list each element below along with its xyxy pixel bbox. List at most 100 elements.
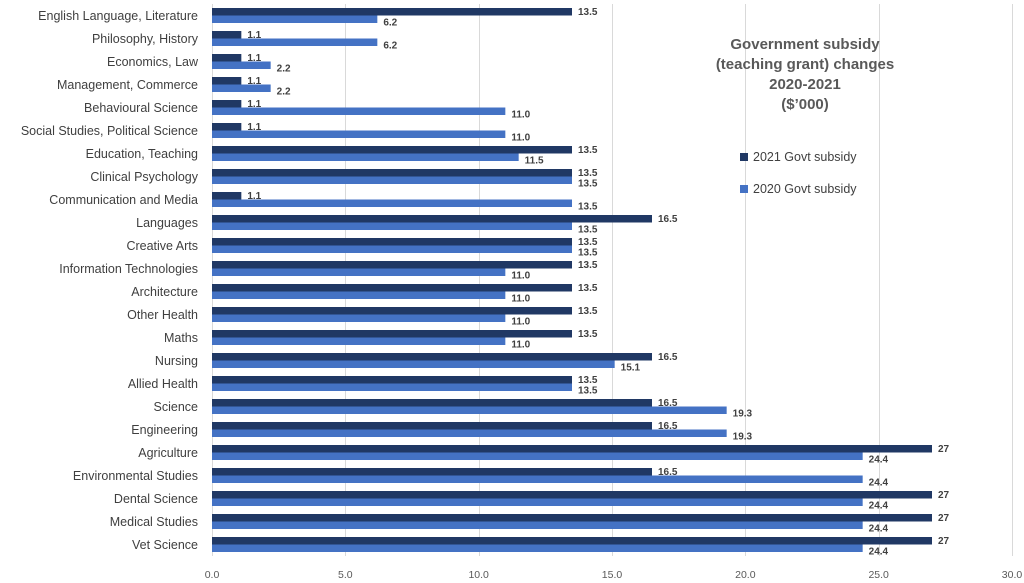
legend-label-2020: 2020 Govt subsidy — [753, 182, 857, 196]
data-label-2021: 16.5 — [658, 214, 678, 225]
chart-title-line: ($’000) — [781, 96, 829, 113]
data-label-2021: 1.1 — [247, 76, 261, 87]
data-label-2021: 16.5 — [658, 398, 678, 409]
bar-2020 — [212, 475, 863, 483]
bar-2020 — [212, 176, 572, 184]
bar-2021 — [212, 77, 242, 85]
data-label-2021: 27 — [938, 490, 950, 501]
chart-title: Government subsidy (teaching grant) chan… — [690, 35, 920, 115]
data-label-2021: 13.5 — [578, 306, 598, 317]
bar-2021 — [212, 376, 572, 384]
data-label-2020: 11.0 — [511, 317, 530, 328]
bar-2021 — [212, 123, 242, 131]
category-label: Vet Science — [132, 538, 198, 552]
bar-2021 — [212, 54, 242, 62]
bar-2020 — [212, 107, 506, 115]
data-label-2020: 15.1 — [621, 363, 641, 374]
legend-swatch-2020 — [740, 185, 748, 193]
bar-2020 — [212, 406, 727, 414]
data-label-2020: 24.4 — [869, 547, 889, 558]
data-label-2021: 13.5 — [578, 283, 598, 294]
data-label-2020: 24.4 — [869, 455, 889, 466]
bar-2021 — [212, 100, 242, 108]
data-label-2021: 13.5 — [578, 237, 598, 248]
bar-2020 — [212, 498, 863, 506]
data-label-2020: 24.4 — [869, 524, 889, 535]
bar-2021 — [212, 330, 572, 338]
x-tick-label: 10.0 — [468, 569, 489, 581]
data-label-2021: 13.5 — [578, 260, 598, 271]
legend-label-2021: 2021 Govt subsidy — [753, 150, 857, 164]
chart-title-line: 2020-2021 — [769, 76, 841, 93]
data-label-2020: 19.3 — [733, 409, 753, 420]
category-label: Economics, Law — [107, 55, 199, 69]
data-label-2020: 11.5 — [525, 156, 544, 167]
category-label: Science — [154, 400, 199, 414]
bar-2021 — [212, 445, 932, 453]
data-label-2020: 11.0 — [511, 271, 530, 282]
category-label: Education, Teaching — [86, 147, 198, 161]
gridlines — [212, 4, 1013, 556]
x-tick-label: 25.0 — [868, 569, 889, 581]
category-label: Communication and Media — [49, 193, 198, 207]
category-label: Social Studies, Political Science — [21, 124, 198, 138]
bar-2020 — [212, 245, 572, 253]
category-label: Behavioural Science — [84, 101, 198, 115]
data-label-2021: 1.1 — [247, 99, 261, 110]
bar-2020 — [212, 383, 572, 391]
bar-2021 — [212, 307, 572, 315]
category-label: English Language, Literature — [38, 9, 198, 23]
data-label-2021: 13.5 — [578, 145, 598, 156]
x-tick-label: 30.0 — [1002, 569, 1023, 581]
bar-2021 — [212, 284, 572, 292]
bar-2021 — [212, 514, 932, 522]
category-label: Medical Studies — [110, 515, 198, 529]
legend-item-2021[interactable]: 2021 Govt subsidy — [740, 148, 857, 166]
bar-2021 — [212, 238, 572, 246]
bar-2021 — [212, 192, 242, 200]
x-tick-label: 15.0 — [602, 569, 623, 581]
category-label: Allied Health — [128, 377, 198, 391]
bar-2020 — [212, 337, 506, 345]
data-label-2021: 13.5 — [578, 329, 598, 340]
bar-2020 — [212, 429, 727, 437]
bar-2021 — [212, 399, 652, 407]
data-label-2020: 24.4 — [869, 478, 889, 489]
data-label-2021: 1.1 — [247, 122, 261, 133]
bar-2021 — [212, 537, 932, 545]
legend-item-2020[interactable]: 2020 Govt subsidy — [740, 180, 857, 198]
category-label: Architecture — [131, 285, 198, 299]
data-label-2020: 11.0 — [511, 133, 530, 144]
data-label-2021: 13.5 — [578, 168, 598, 179]
bar-2021 — [212, 31, 242, 39]
bar-2021 — [212, 8, 572, 16]
category-label: Management, Commerce — [57, 78, 198, 92]
data-label-2021: 1.1 — [247, 53, 261, 64]
data-label-2020: 13.5 — [578, 202, 598, 213]
category-label: Creative Arts — [126, 239, 198, 253]
category-label: Agriculture — [138, 446, 198, 460]
bar-2021 — [212, 146, 572, 154]
category-label: Environmental Studies — [73, 469, 198, 483]
data-label-2021: 27 — [938, 536, 950, 547]
bar-2020 — [212, 15, 378, 23]
data-label-2020: 6.2 — [383, 18, 397, 29]
data-label-2020: 2.2 — [277, 87, 291, 98]
data-label-2020: 13.5 — [578, 386, 598, 397]
data-label-2021: 13.5 — [578, 375, 598, 386]
category-label: Clinical Psychology — [90, 170, 198, 184]
category-label: Engineering — [131, 423, 198, 437]
bar-2020 — [212, 314, 506, 322]
bar-2020 — [212, 291, 506, 299]
bar-2020 — [212, 38, 378, 46]
category-label: Maths — [164, 331, 198, 345]
bar-2021 — [212, 491, 932, 499]
x-tick-label: 5.0 — [338, 569, 353, 581]
chart-title-line: Government subsidy — [730, 36, 880, 53]
data-labels: 13.5 6.2 1.1 6.2 1.1 2.2 1.1 2.2 1.1 11.0 1.1 11.0 1… — [247, 7, 949, 558]
data-label-2021: 16.5 — [658, 421, 678, 432]
data-label-2021: 1.1 — [247, 191, 261, 202]
data-label-2020: 13.5 — [578, 248, 598, 259]
bar-2021 — [212, 353, 652, 361]
data-label-2020: 2.2 — [277, 64, 291, 75]
